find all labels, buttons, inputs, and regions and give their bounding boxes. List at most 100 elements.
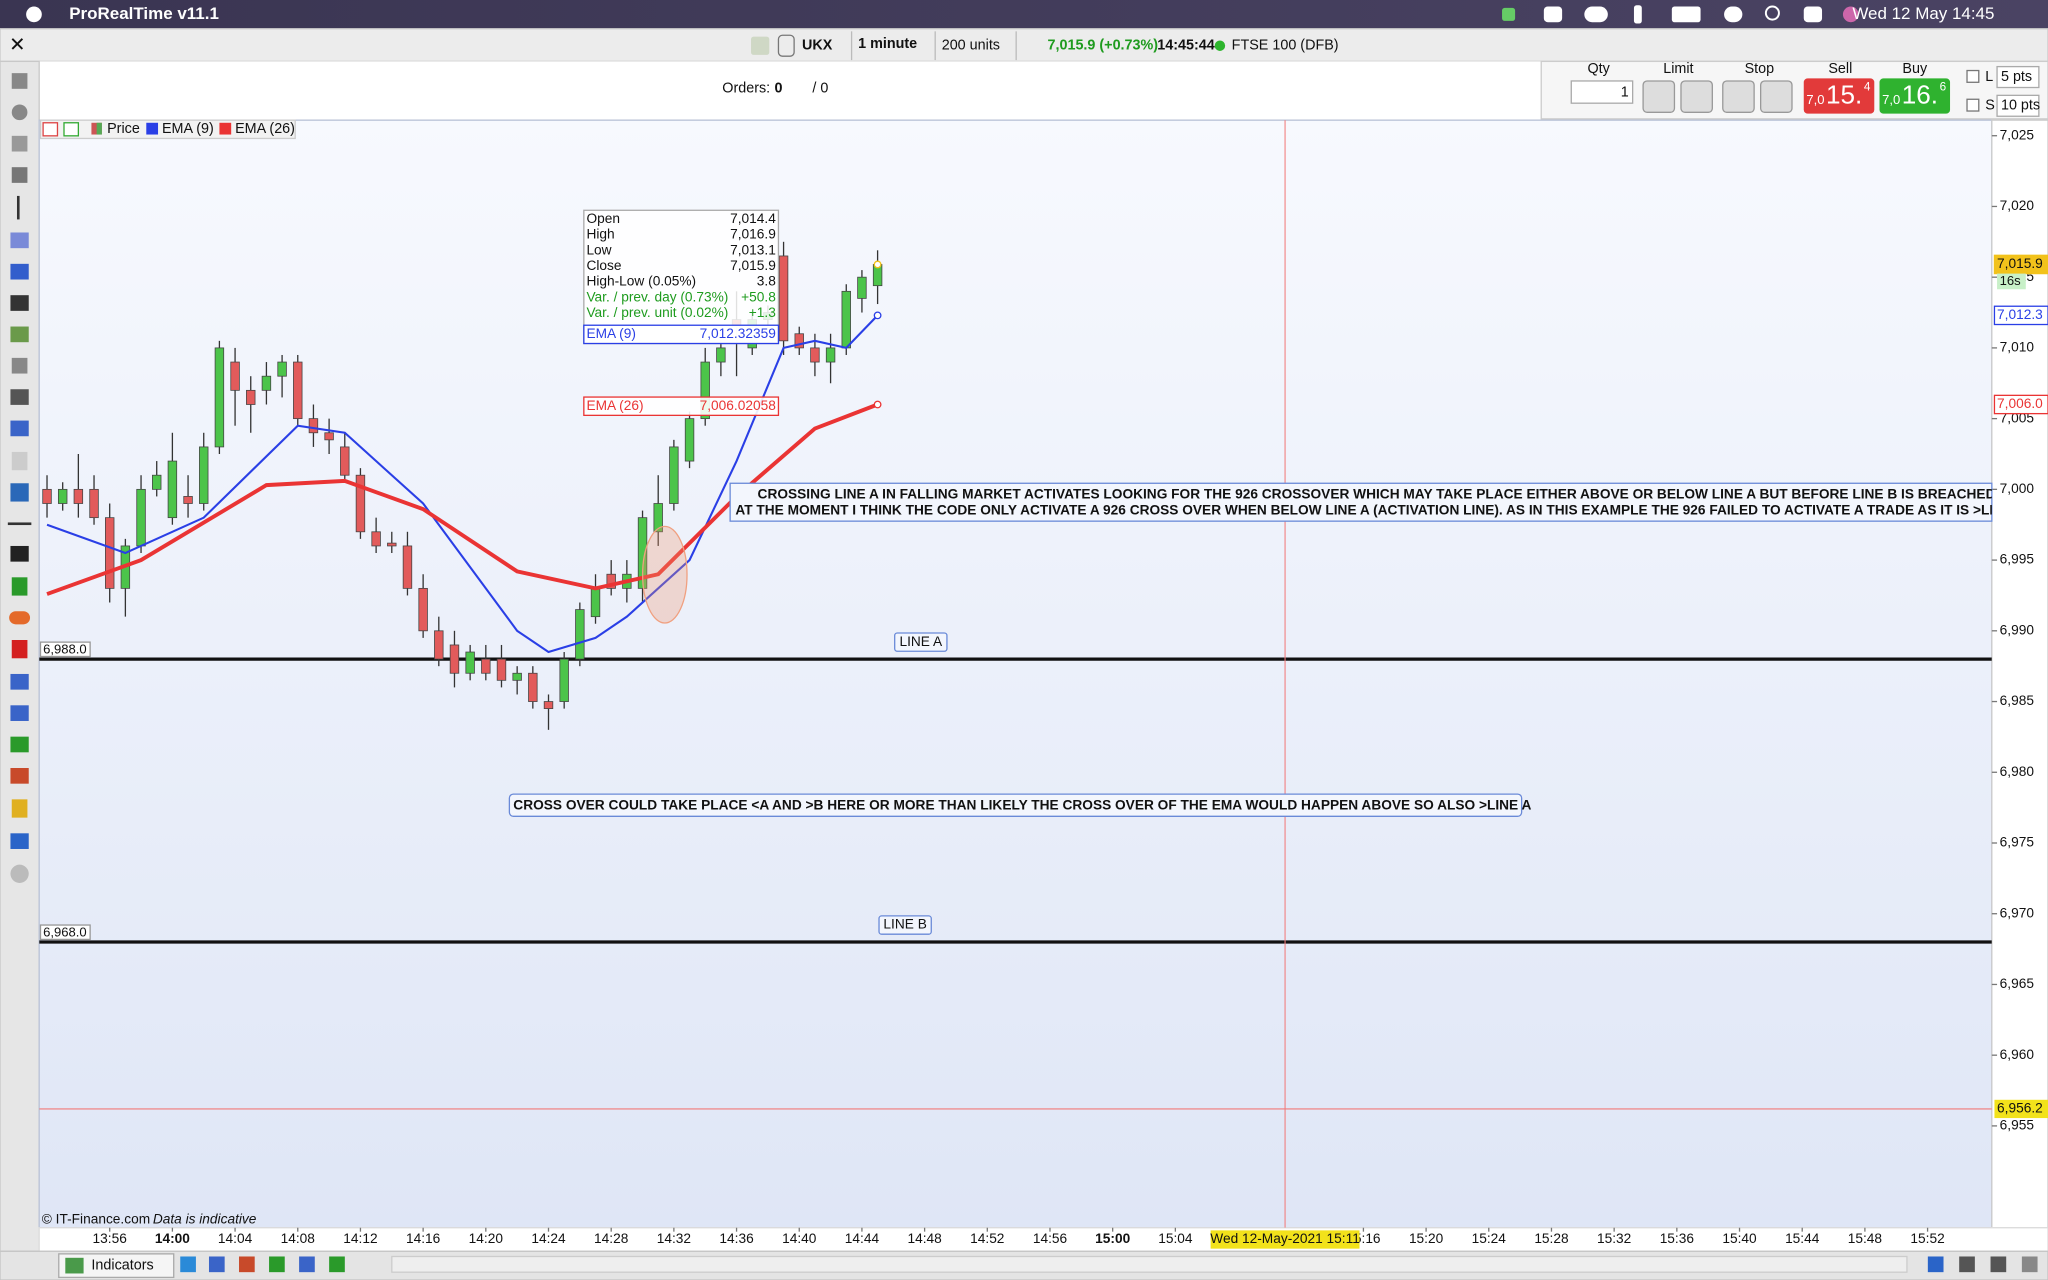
expand-button[interactable] (63, 122, 80, 137)
copyright: © IT-Finance.com (42, 1212, 150, 1227)
close-button[interactable]: ✕ (9, 34, 25, 56)
legend: Price EMA (9) EMA (26) (39, 119, 296, 140)
x-tick-label: 15:04 (1158, 1231, 1193, 1246)
buy-prefix[interactable]: 7,0 (1882, 92, 1900, 107)
candle-body (810, 347, 820, 363)
long-pts[interactable]: 5 pts (2001, 69, 2032, 85)
legend-swatch (146, 122, 159, 135)
sell-decimal[interactable]: 4 (1864, 81, 1871, 94)
candle-body (778, 255, 789, 342)
legend-ema9[interactable]: EMA (9) (162, 121, 214, 137)
x-tick-label: 14:32 (657, 1231, 691, 1246)
units[interactable]: 200 units (942, 38, 1000, 54)
crosshair-x-box (1210, 1230, 1360, 1249)
sell-price[interactable]: 15. (1826, 80, 1862, 110)
qty-value[interactable]: 1 (1621, 85, 1629, 101)
candle-body (418, 587, 428, 632)
indicators-button[interactable] (58, 1253, 175, 1279)
candle-body (575, 609, 585, 660)
collapse-button[interactable] (42, 122, 59, 137)
candle-body (371, 531, 381, 547)
short-pts[interactable]: 10 pts (2001, 98, 2040, 114)
clock: Wed 12 May 14:45 (1852, 4, 1994, 23)
y-tick-label: 6,990 (2000, 622, 2035, 637)
short-checkbox[interactable] (1966, 98, 1980, 112)
limit-label: Limit (1663, 61, 1693, 77)
line-price-label: 6,988.0 (43, 641, 87, 656)
legend-price[interactable]: Price (107, 121, 140, 137)
y-tick-label: 6,970 (2000, 905, 2035, 920)
buy-decimal[interactable]: 6 (1940, 81, 1947, 94)
x-tick-label: 15:20 (1409, 1231, 1444, 1246)
app-name[interactable]: ProRealTime v11.1 (69, 4, 219, 23)
timeframe[interactable]: 1 minute (858, 36, 917, 52)
legend-swatch (219, 122, 232, 135)
indicators-label[interactable]: Indicators (91, 1257, 153, 1273)
tooltip-value: 7,014.4 (730, 211, 776, 226)
y-tick-label: 7,020 (2000, 198, 2035, 213)
candle-body (841, 290, 851, 349)
sell-button[interactable] (1803, 78, 1875, 114)
link-icon[interactable] (777, 34, 795, 57)
legend-ema26[interactable]: EMA (26) (235, 121, 295, 137)
crosshair-x-label: Wed 12-May-2021 15:11 (1210, 1231, 1360, 1246)
y-tick-label: 7,000 (2000, 481, 2035, 496)
qty-label: Qty (1588, 61, 1611, 77)
sell-prefix[interactable]: 7,0 (1806, 92, 1824, 107)
price-marker-label: 7,006.0 (1997, 396, 2043, 411)
x-tick-label: 15:00 (1095, 1231, 1130, 1246)
buy-button[interactable] (1879, 78, 1951, 114)
x-tick-label: 15:32 (1597, 1231, 1631, 1246)
candle-body (857, 276, 867, 299)
instrument[interactable]: UKX (802, 38, 833, 54)
tool-icons[interactable] (7, 73, 32, 883)
tooltip-value: +1.3 (749, 305, 776, 320)
candle-body (57, 488, 68, 504)
line-label: LINE B (883, 917, 926, 932)
candle-body (340, 446, 350, 476)
bottom-icons[interactable] (180, 1255, 2038, 1273)
orders-count: 0 (775, 81, 783, 97)
x-tick-label: 14:56 (1033, 1231, 1068, 1246)
candle-body (434, 630, 444, 660)
long-checkbox[interactable] (1966, 69, 1980, 83)
apple-menu[interactable] (26, 6, 42, 23)
candle-body (449, 644, 460, 674)
candle-body (246, 389, 256, 405)
x-tick-label: 15:40 (1722, 1231, 1757, 1246)
highlight-ellipse (641, 525, 688, 624)
candle-body (387, 542, 397, 547)
chart-icon[interactable] (751, 36, 770, 55)
candle-body (528, 672, 538, 702)
buy-price[interactable]: 16. (1902, 80, 1938, 110)
x-tick-label: 15:44 (1785, 1231, 1820, 1246)
limit-button[interactable] (1680, 80, 1713, 113)
annotation-clip: CROSSING LINE A IN FALLING MARKET ACTIVA… (735, 487, 1991, 518)
y-tick-label: 7,025 (2000, 127, 2035, 142)
qty-input[interactable] (1570, 80, 1634, 104)
stop-button[interactable] (1760, 80, 1793, 113)
x-tick-label: 15:36 (1660, 1231, 1695, 1246)
annotation-crossing: CROSSING LINE A IN FALLING MARKET ACTIVA… (729, 482, 1993, 522)
stop-button[interactable] (1722, 80, 1755, 113)
y-tick-label: 6,955 (2000, 1118, 2035, 1133)
candle-body (105, 517, 115, 589)
plot-area (38, 119, 1993, 1229)
tooltip-label: Var. / prev. unit (0.02%) (586, 305, 728, 320)
candle-body (606, 573, 616, 589)
candle-body (199, 446, 209, 504)
x-tick-label: 14:28 (594, 1231, 629, 1246)
price-marker-label: 7,012.3 (1997, 307, 2043, 322)
axes: 6,955 6,960 6,965 6,970 6,975 6,980 6,985 6,990… (39, 127, 2048, 1249)
limit-button[interactable] (1642, 80, 1676, 113)
x-tick-label: 14:20 (469, 1231, 504, 1246)
quote-time: 14:45:44 (1157, 38, 1214, 54)
tooltip-label: Low (586, 242, 611, 257)
annotation-text: CROSS OVER COULD TAKE PLACE <A AND >B HE… (513, 798, 1531, 813)
line-label-box (878, 915, 932, 935)
tooltip-label: EMA (26) (586, 398, 643, 413)
line-price-label: 6,968.0 (43, 924, 87, 939)
x-tick-label: 14:48 (907, 1231, 942, 1246)
